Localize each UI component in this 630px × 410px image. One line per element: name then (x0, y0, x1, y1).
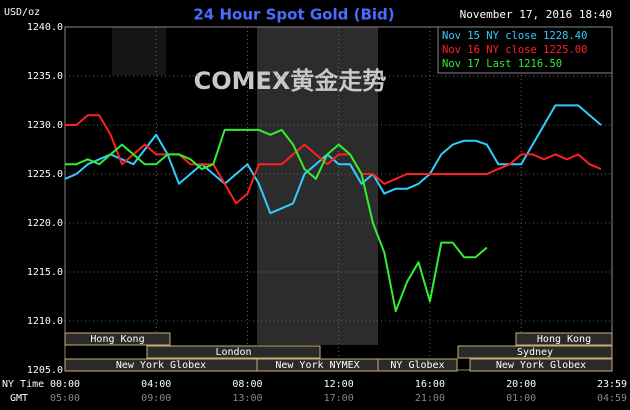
x-axis-label: NY Time (2, 379, 44, 390)
x-tick-label: 08:00 (232, 379, 262, 390)
x2-tick-label: 17:00 (324, 393, 354, 404)
session-bar (377, 358, 458, 372)
session-label: New York Globex (496, 360, 586, 371)
legend-label: Nov 15 NY close 1228.40 (442, 30, 587, 42)
session-bar (146, 345, 321, 359)
session-bar (469, 358, 613, 372)
session-label: New York Globex (116, 360, 206, 371)
legend-label: Nov 17 Last 1216.50 (442, 58, 562, 70)
x2-axis-label: GMT (10, 393, 28, 404)
legend-box (437, 26, 613, 74)
x-tick-label: 20:00 (506, 379, 536, 390)
y-tick-label: 1215.0 (27, 267, 63, 278)
hatch-box (112, 27, 166, 75)
x2-tick-label: 21:00 (415, 393, 445, 404)
series-line (65, 128, 488, 313)
chart-title: 24 Hour Spot Gold (Bid) (193, 6, 394, 24)
x2-tick-label: 09:00 (141, 393, 171, 404)
watermark: COMEX黄金走势 (194, 67, 387, 95)
x-tick-label: 16:00 (415, 379, 445, 390)
session-label: London (215, 347, 251, 358)
series-line (65, 114, 602, 205)
session-bar (64, 332, 171, 346)
x2-tick-label: 13:00 (232, 393, 262, 404)
x2-tick-label: 01:00 (506, 393, 536, 404)
x-tick-label: 23:59 (597, 379, 627, 390)
session-label: Hong Kong (90, 334, 144, 345)
session-bar (457, 345, 613, 359)
session-label: NY Globex (390, 360, 444, 371)
session-label: New York NYMEX (275, 360, 359, 371)
y-tick-label: 1240.0 (27, 22, 63, 33)
x2-tick-label: 05:00 (50, 393, 80, 404)
x2-tick-label: 04:59 (597, 393, 627, 404)
x-tick-label: 04:00 (141, 379, 171, 390)
y-tick-label: 1220.0 (27, 218, 63, 229)
session-label: Hong Kong (537, 334, 591, 345)
session-label: Sydney (517, 347, 553, 358)
y-tick-label: 1205.0 (27, 365, 63, 376)
x-tick-label: 12:00 (324, 379, 354, 390)
y-tick-label: 1225.0 (27, 169, 63, 180)
y-tick-label: 1230.0 (27, 120, 63, 131)
x-tick-label: 00:00 (50, 379, 80, 390)
nymex-shade (257, 27, 378, 345)
legend-label: Nov 16 NY close 1225.00 (442, 44, 587, 56)
y-tick-label: 1210.0 (27, 316, 63, 327)
y-axis-label: USD/oz (4, 7, 40, 18)
y-tick-label: 1235.0 (27, 71, 63, 82)
chart-subtitle: November 17, 2016 18:40 (460, 8, 612, 21)
session-bar (515, 332, 613, 346)
